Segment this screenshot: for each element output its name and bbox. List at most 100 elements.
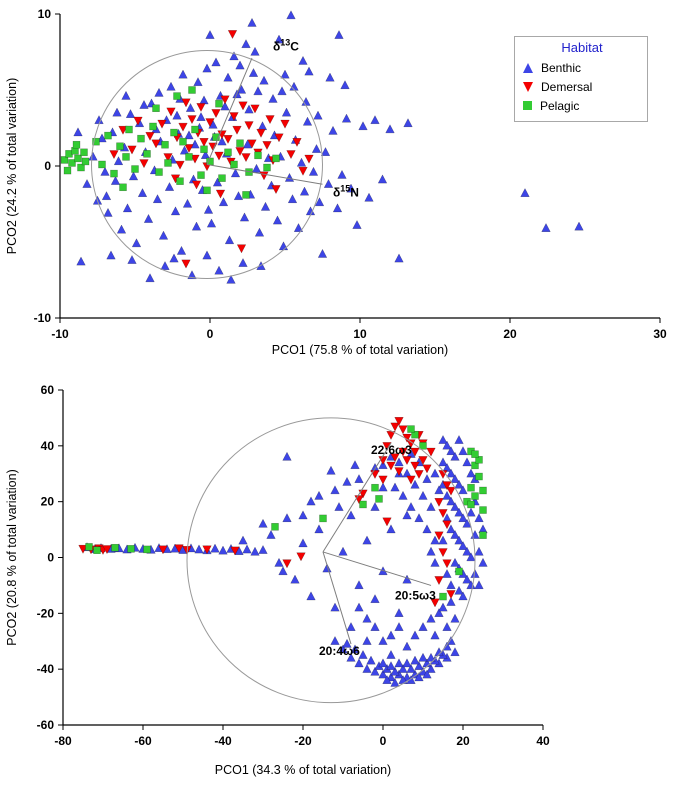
point-triangle-up [110, 175, 121, 185]
point-triangle-up [358, 649, 368, 659]
point-triangle-up [258, 518, 268, 528]
point-square [143, 150, 151, 158]
point-triangle-up [450, 557, 460, 567]
point-triangle-up [313, 110, 323, 120]
point-triangle-up [346, 621, 356, 631]
y-axis-label: PCO2 (24.2 % of total variation) [5, 78, 19, 254]
point-triangle-down [446, 486, 456, 496]
point-triangle-up [203, 204, 214, 214]
point-triangle-up [386, 672, 396, 682]
tick-labels: -80 -60 -40 -20 0 20 40 -60 -40 -20 0 20 40 60 [37, 383, 550, 748]
point-triangle-up [402, 510, 412, 520]
point-triangle-up [191, 221, 202, 231]
point-triangle-up [238, 257, 248, 267]
point-square [173, 92, 181, 100]
point-square [131, 165, 139, 173]
point-triangle-up [152, 194, 163, 204]
point-square [212, 133, 220, 141]
point-triangle-up [414, 513, 424, 523]
point-square [116, 142, 124, 150]
point-triangle-up [101, 191, 112, 201]
point-triangle-up [466, 507, 476, 517]
point-square [191, 125, 199, 134]
point-triangle-up [178, 69, 188, 79]
point-triangle-up [340, 80, 350, 90]
point-triangle-up [378, 658, 388, 668]
y-tick-label: 10 [38, 7, 52, 21]
point-triangle-up [320, 146, 331, 156]
point-square [119, 183, 127, 192]
point-triangle-up [202, 250, 212, 260]
point-triangle-down [256, 128, 266, 138]
point-triangle-up [100, 166, 110, 176]
point-triangle-down [232, 125, 242, 135]
point-triangle-up [220, 101, 230, 111]
demersal-triangle-down-icon [523, 81, 533, 92]
point-triangle-down [244, 121, 254, 131]
point-triangle-down [175, 160, 185, 170]
point-triangle-up [217, 136, 227, 146]
point-triangle-up [438, 602, 448, 612]
y-tick-label: 40 [41, 439, 55, 453]
point-triangle-up [250, 546, 260, 556]
point-triangle-up [458, 540, 468, 550]
point-triangle-down [390, 422, 400, 432]
point-triangle-down [259, 171, 269, 181]
point-triangle-up [434, 485, 444, 495]
point-triangle-up [139, 99, 149, 109]
point-triangle-up [210, 543, 220, 553]
y-tick-label: -60 [37, 718, 55, 732]
point-triangle-down [215, 189, 226, 199]
point-square [371, 483, 379, 492]
vector-line [322, 551, 432, 586]
point-triangle-up [176, 245, 187, 255]
point-triangle-down [418, 456, 428, 466]
point-square [176, 177, 184, 185]
point-square [271, 523, 279, 531]
point-triangle-down [133, 116, 143, 126]
point-triangle-up [314, 490, 324, 500]
point-triangle-up [302, 116, 313, 126]
point-triangle-up [304, 66, 314, 76]
point-square [475, 456, 483, 464]
point-square [127, 545, 135, 553]
point-triangle-up [354, 473, 364, 483]
x-tick-label: -80 [54, 734, 72, 748]
vector-line [322, 442, 392, 553]
point-triangle-down [241, 153, 251, 163]
point-triangle-up [446, 446, 456, 456]
point-triangle-down [205, 118, 215, 128]
point-triangle-up [354, 658, 364, 668]
point-triangle-up [242, 544, 252, 554]
point-square [471, 461, 479, 470]
point-triangle-up [450, 613, 460, 623]
point-triangle-up [250, 46, 260, 56]
point-triangle-up [76, 256, 86, 266]
point-triangle-up [322, 563, 332, 573]
pelagic-square-icon [523, 101, 532, 110]
point-square [197, 171, 205, 179]
point-triangle-up [446, 496, 456, 506]
point-square [236, 139, 244, 147]
point-triangle-up [259, 75, 269, 85]
point-triangle-up [378, 669, 388, 679]
point-triangle-up [350, 460, 360, 470]
point-triangle-up [244, 104, 254, 114]
point-triangle-up [422, 669, 432, 679]
point-square [254, 151, 262, 160]
point-triangle-up [426, 546, 436, 556]
point-triangle-up [226, 274, 236, 284]
point-triangle-up [474, 580, 484, 590]
point-triangle-up [462, 518, 472, 528]
x-tick-label: 10 [353, 327, 367, 341]
point-triangle-up [88, 151, 98, 161]
vector-line [322, 551, 352, 645]
point-triangle-up [450, 647, 460, 657]
vector-line [206, 57, 253, 165]
point-triangle-up [218, 545, 228, 555]
point-triangle-up [332, 203, 343, 213]
series-demersal [109, 30, 314, 269]
point-triangle-up [478, 557, 488, 567]
point-square [155, 168, 163, 176]
